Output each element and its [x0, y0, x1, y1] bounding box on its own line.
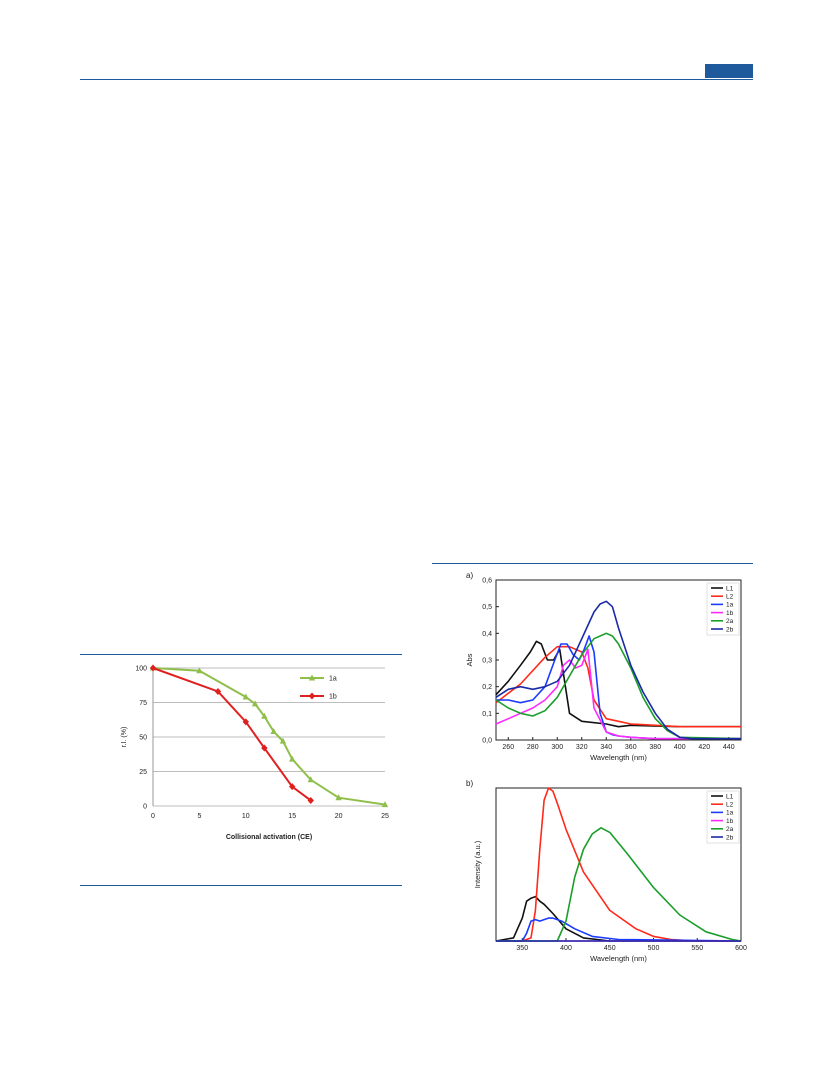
legend-box [706, 582, 740, 636]
legend-marker-1b [308, 692, 316, 700]
y-tick-label: 0,1 [482, 711, 492, 718]
y-axis-label: r.I. (%) [121, 727, 128, 748]
series-line-2a [496, 826, 742, 942]
legend-label-L1: L1 [726, 793, 734, 800]
y-tick-label: 0,6 [482, 578, 492, 585]
chart-collisional-activation: 0 25 50 75 100 0 5 10 15 20 25 Collisional activati… [121, 664, 389, 841]
data-point-1b [289, 783, 296, 791]
figure-top-rule [80, 654, 402, 655]
data-point-1b [307, 796, 314, 804]
x-tick-label: 280 [527, 744, 539, 751]
series-line-L1 [495, 895, 741, 942]
legend-label-2a: 2a [726, 826, 734, 833]
x-axis-label: Collisional activation (CE) [226, 834, 312, 841]
x-tick-label: 420 [698, 744, 710, 751]
data-point-1a [279, 737, 287, 744]
chart-emission-spectra: b) 350 400 450 500 550 600 Wavelength (nm) Inten… [466, 779, 747, 963]
data-point-1a [261, 712, 268, 719]
x-tick-label: 25 [381, 813, 389, 820]
x-tick-label: 500 [648, 945, 660, 952]
panel-label: b) [466, 779, 473, 788]
series-line-1a [152, 667, 386, 806]
y-tick-label: 0,2 [482, 684, 492, 691]
x-tick-label: 400 [560, 945, 572, 952]
x-tick-label: 340 [600, 744, 612, 751]
series-line-2a [495, 632, 742, 740]
data-point-1a [251, 700, 259, 707]
data-point-1a [307, 776, 314, 783]
legend-label-L2: L2 [726, 802, 734, 809]
x-tick-label: 600 [735, 945, 747, 952]
x-tick-label: 400 [674, 744, 686, 751]
data-point-1a [335, 794, 342, 801]
x-tick-label: 10 [242, 813, 250, 820]
data-point-1b [242, 718, 249, 726]
series-line-1b [152, 667, 312, 802]
y-axis-label: Abs [465, 653, 474, 666]
data-point-1a [289, 755, 296, 762]
legend-label-1a: 1a [726, 810, 734, 817]
y-tick-label: 75 [139, 700, 147, 707]
plot-frame [495, 787, 742, 942]
data-point-1b [261, 744, 268, 752]
legend-label-1a: 1a [329, 676, 337, 683]
legend-label-L2: L2 [726, 594, 734, 601]
x-tick-label: 360 [625, 744, 637, 751]
legend-label-2b: 2b [726, 626, 734, 633]
x-tick-label: 550 [691, 945, 703, 952]
legend-marker-1a [308, 674, 316, 681]
x-tick-label: 380 [649, 744, 661, 751]
legend-label-L1: L1 [726, 585, 734, 592]
data-point-1a [381, 801, 389, 808]
y-tick-label: 0,4 [482, 631, 492, 638]
legend-label-2b: 2b [726, 834, 734, 841]
x-tick-label: 0 [151, 813, 155, 820]
x-tick-label: 300 [551, 744, 563, 751]
x-tick-label: 450 [604, 945, 616, 952]
header-accent-tab [705, 64, 753, 78]
x-tick-label: 260 [502, 744, 514, 751]
x-axis-label: Wavelength (nm) [590, 954, 647, 963]
header-rule [80, 79, 753, 80]
figure-top-rule-right [432, 563, 753, 564]
y-axis-label: Intensity (a.u.) [473, 840, 482, 888]
legend-label-1a: 1a [726, 602, 734, 609]
legend-label-1b: 1b [726, 610, 734, 617]
x-tick-label: 440 [723, 744, 735, 751]
series-line-1a [496, 917, 742, 942]
series-line-L2 [496, 787, 741, 942]
data-point-1a [270, 727, 277, 734]
chart-absorption-spectra: a) 260 280 300 320 340 360 380 400 420 440 0,0 0,1 0,… [465, 571, 742, 762]
y-tick-label: 0,3 [482, 658, 492, 665]
legend-label-1b: 1b [726, 818, 734, 825]
y-tick-label: 50 [139, 735, 147, 742]
x-tick-label: 320 [576, 744, 588, 751]
legend-label-2a: 2a [726, 618, 734, 625]
series-line-1b [495, 648, 741, 740]
legend-label-1b: 1b [329, 694, 337, 701]
y-tick-label: 100 [135, 666, 147, 673]
x-axis-label: Wavelength (nm) [590, 753, 647, 762]
x-tick-label: 20 [335, 813, 343, 820]
y-tick-label: 0,5 [482, 604, 492, 611]
panel-label: a) [466, 571, 473, 580]
y-tick-label: 25 [139, 769, 147, 776]
data-point-1a [242, 693, 249, 700]
x-tick-label: 15 [288, 813, 296, 820]
legend-box [706, 790, 740, 844]
figure-bottom-rule [80, 885, 402, 886]
y-tick-label: 0,0 [482, 738, 492, 745]
series-line-L1 [495, 640, 741, 728]
y-tick-label: 0 [143, 804, 147, 811]
x-tick-label: 350 [516, 945, 528, 952]
series-line-L2 [495, 645, 741, 728]
data-point-1b [214, 687, 222, 695]
series-line-1a [496, 635, 741, 740]
series-line-2b [495, 600, 741, 740]
data-point-1a [196, 667, 203, 674]
x-tick-label: 5 [197, 813, 201, 820]
